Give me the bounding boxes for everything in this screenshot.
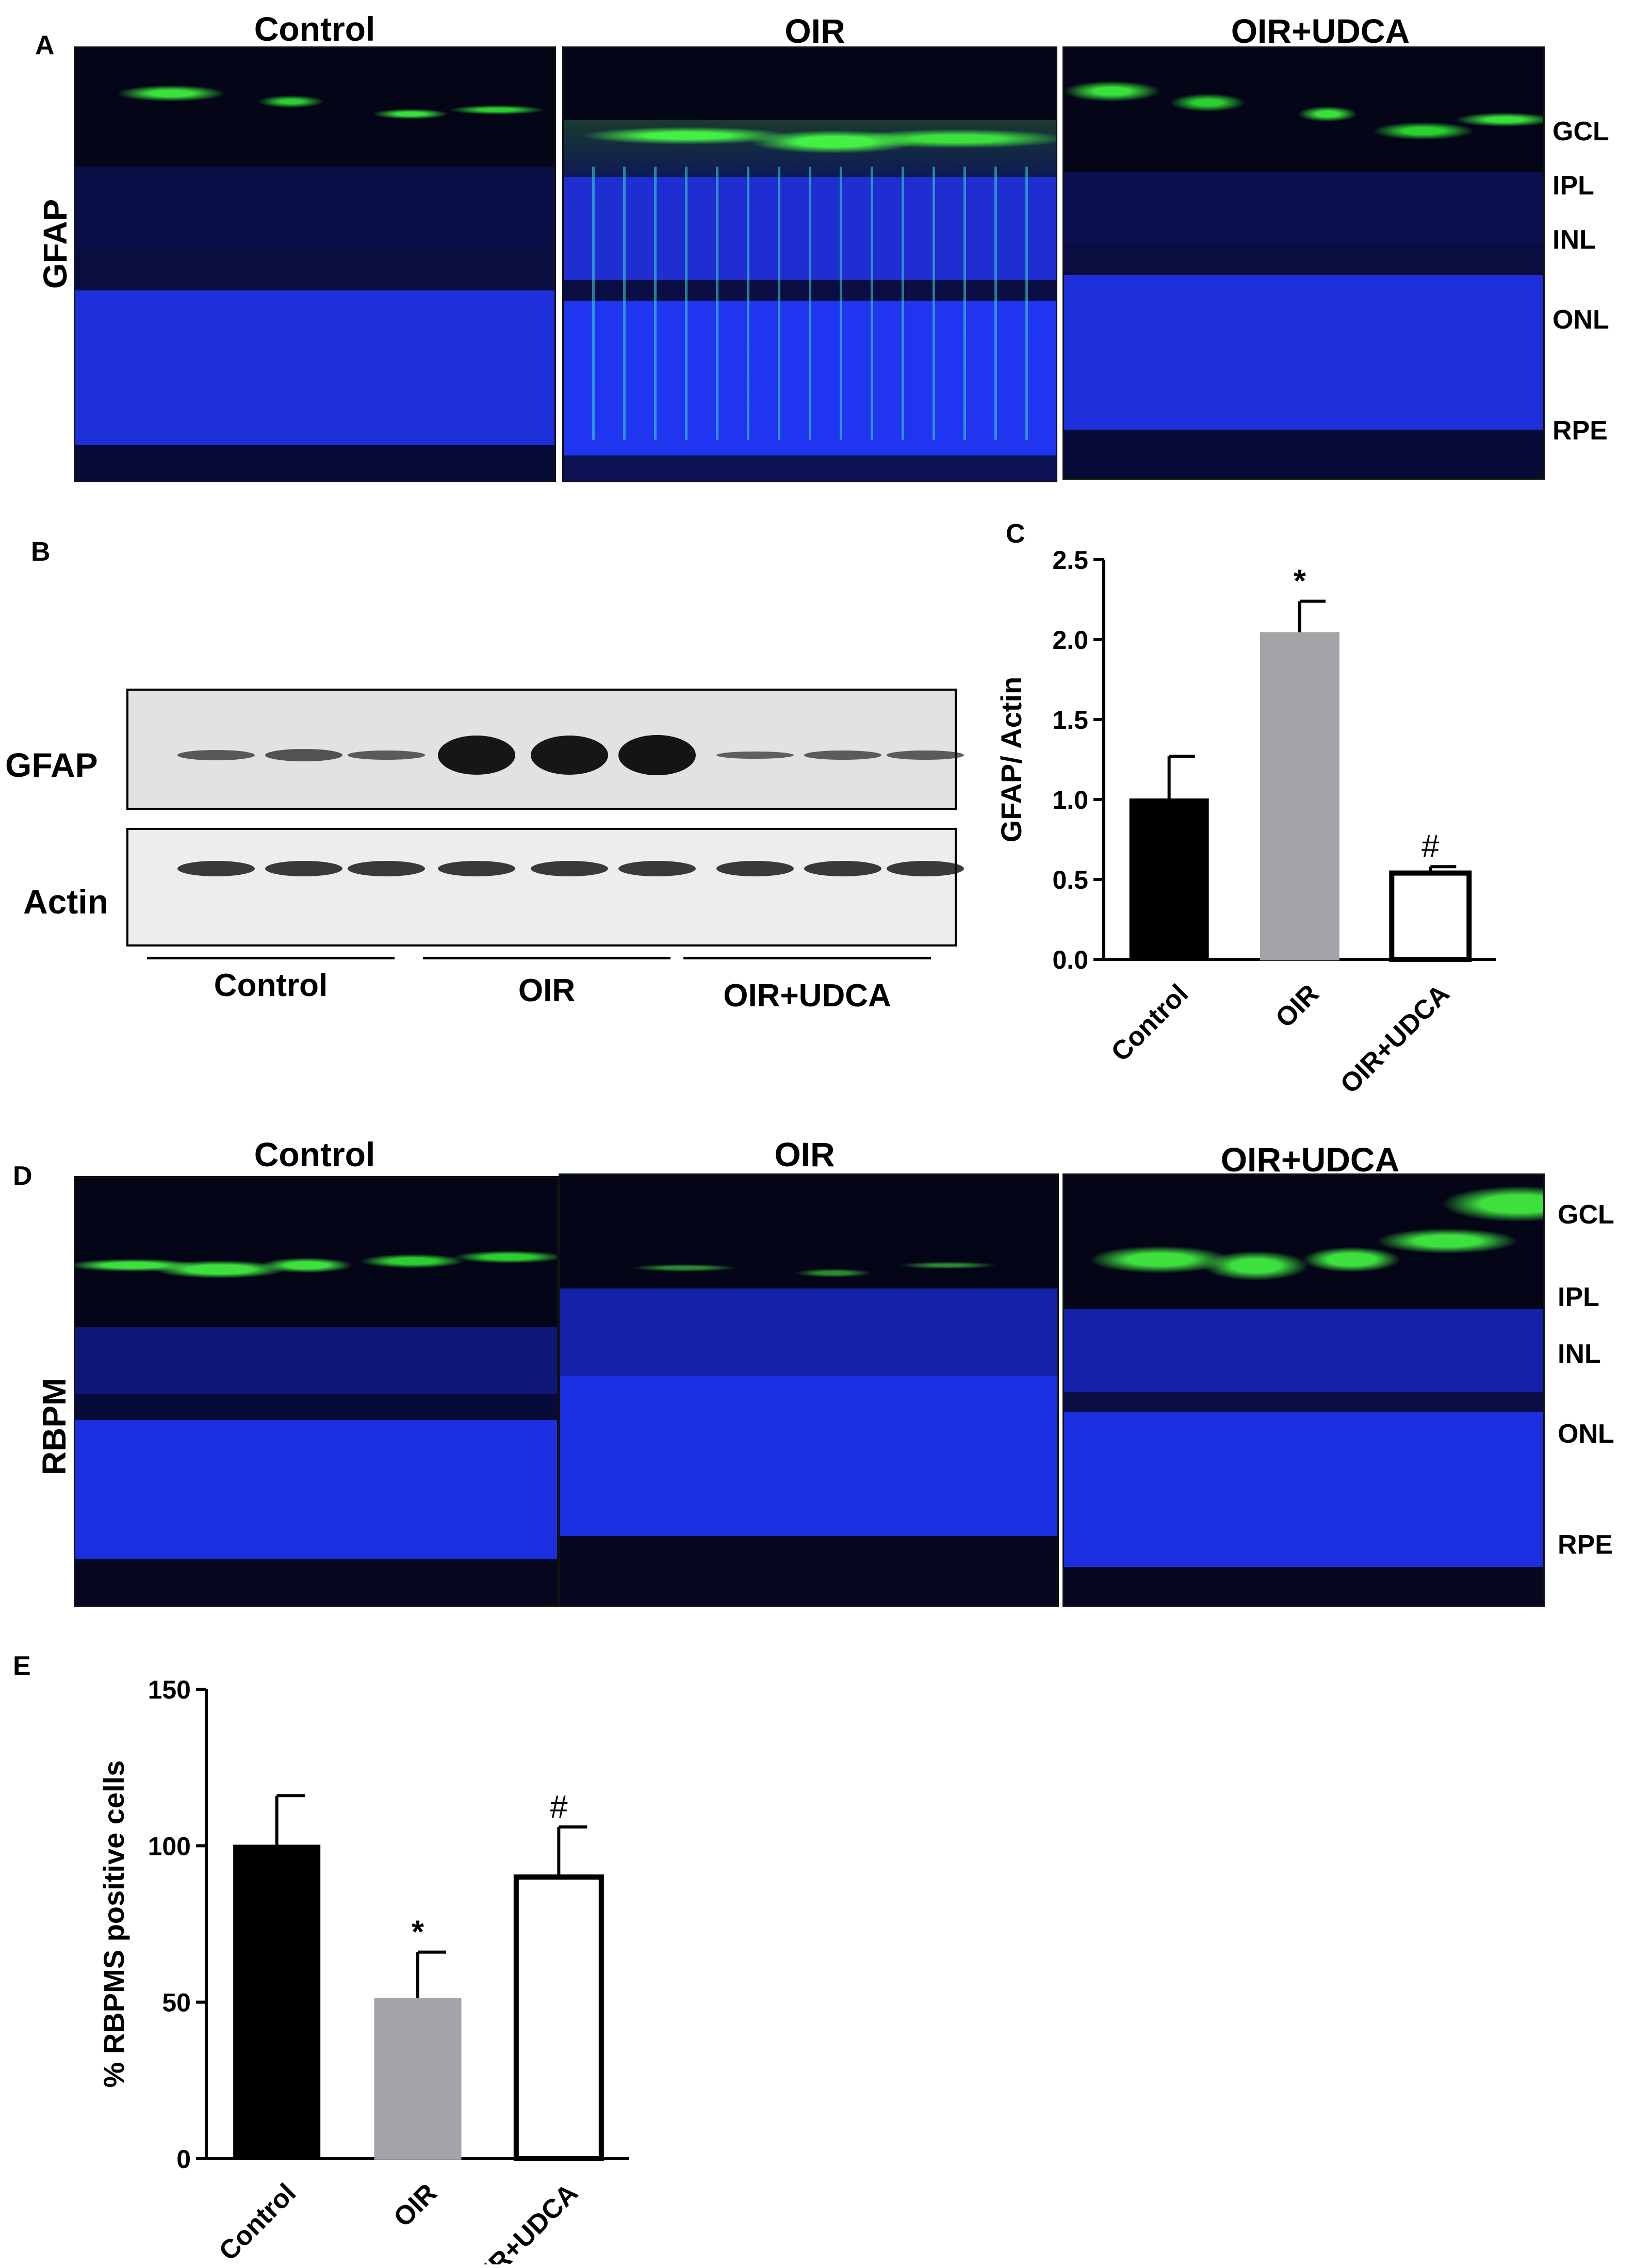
blot-band (804, 750, 881, 760)
group-line-oirudca (683, 957, 931, 959)
category-label: Control (213, 2178, 302, 2264)
panel-d-label: D (13, 1161, 32, 1191)
significance-marker: * (412, 1915, 424, 1950)
blot-band (177, 750, 255, 760)
category-label: OIR+UDCA (1335, 978, 1456, 1099)
col-title-oirudca-d: OIR+UDCA (1220, 1140, 1400, 1179)
y-tick-label: 0 (176, 2145, 191, 2174)
micrograph-gfap-oirudca (1062, 46, 1545, 480)
group-label-control: Control (214, 968, 328, 1003)
layer-rpe-d: RPE (1558, 1530, 1613, 1560)
blot-band (716, 861, 794, 876)
group-line-oir (423, 957, 671, 959)
layer-ipl-a: IPL (1552, 171, 1594, 201)
y-tick-label: 0.0 (1052, 945, 1088, 974)
y-tick-label: 2.5 (1052, 546, 1088, 575)
blot-band (348, 750, 425, 760)
chart-rbpms-positive: 0 50 100 150 % RBPMS positive cells Control * O… (97, 1675, 629, 2264)
blot-band (716, 751, 794, 759)
blot-band (618, 735, 696, 776)
blot-band (887, 750, 964, 760)
row-label-rbpm: RBPM (36, 1378, 73, 1475)
y-tick-label: 150 (148, 1675, 191, 1704)
y-tick-label: 100 (148, 1832, 191, 1861)
category-label: OIR (388, 2178, 443, 2232)
blot-band (531, 736, 608, 775)
panel-c-label: C (1006, 519, 1025, 549)
panel-a-label: A (35, 30, 55, 60)
wb-label-gfap: GFAP (5, 746, 98, 784)
panel-e-label: E (13, 1651, 31, 1681)
y-tick-label: 0.5 (1052, 866, 1088, 894)
layer-gcl-d: GCL (1558, 1200, 1614, 1230)
y-tick-label: 2.0 (1052, 626, 1088, 655)
blot-band (531, 861, 608, 876)
significance-marker: # (1421, 829, 1440, 864)
chart-gfap-actin: 0.0 0.5 1.0 1.5 2.0 2.5 GFAP/ Actin Control * OIR… (995, 546, 1496, 1100)
western-blot-gfap (126, 689, 964, 810)
layer-rpe-a: RPE (1552, 416, 1608, 446)
layer-onl-d: ONL (1558, 1419, 1614, 1449)
y-tick-label: 1.5 (1052, 706, 1088, 735)
y-tick-label: 1.0 (1052, 786, 1088, 814)
micrograph-rbpm-control (74, 1176, 559, 1607)
blot-band (265, 749, 342, 761)
group-label-oir: OIR (518, 973, 576, 1008)
layer-inl-d: INL (1558, 1339, 1601, 1369)
category-label: OIR+UDCA (463, 2178, 584, 2264)
significance-marker: # (550, 1789, 568, 1825)
col-title-control-d: Control (254, 1135, 375, 1173)
y-axis-label: GFAP/ Actin (995, 677, 1027, 843)
blot-band (887, 861, 964, 876)
micrograph-rbpm-oirudca (1062, 1173, 1545, 1607)
y-tick-label: 50 (162, 1988, 191, 2017)
micrograph-rbpm-oir (559, 1173, 1059, 1607)
micrograph-gfap-control (74, 46, 556, 482)
blot-band (618, 861, 696, 876)
col-title-control-a: Control (254, 10, 375, 48)
layer-inl-a: INL (1552, 225, 1596, 255)
panel-b-label: B (31, 537, 51, 567)
bar-control (1129, 798, 1209, 960)
wb-label-actin: Actin (23, 883, 108, 921)
bar-oir (1260, 632, 1339, 961)
significance-marker: * (1294, 564, 1306, 599)
bar-control (233, 1845, 321, 2160)
bar-oir-udca (513, 1874, 604, 2161)
blot-band (438, 736, 515, 775)
blot-band (348, 861, 425, 876)
group-line-control (147, 957, 395, 959)
blot-band (804, 861, 881, 876)
bar-oir-udca (1389, 870, 1472, 962)
category-label: Control (1105, 978, 1194, 1067)
western-blot-actin (126, 828, 964, 947)
layer-gcl-a: GCL (1552, 117, 1609, 146)
col-title-oir-a: OIR (784, 12, 845, 50)
col-title-oir-d: OIR (774, 1135, 835, 1173)
category-label: OIR (1270, 978, 1325, 1033)
blot-band (438, 861, 515, 876)
bar-oir (374, 1998, 462, 2160)
layer-ipl-d: IPL (1558, 1282, 1599, 1312)
blot-band (177, 861, 255, 876)
y-axis-label: % RBPMS positive cells (97, 1760, 130, 2088)
group-label-oirudca: OIR+UDCA (723, 978, 891, 1014)
layer-onl-a: ONL (1552, 305, 1609, 335)
blot-band (265, 861, 342, 876)
col-title-oirudca-a: OIR+UDCA (1231, 12, 1410, 50)
micrograph-gfap-oir (562, 46, 1057, 482)
row-label-gfap: GFAP (37, 199, 74, 289)
